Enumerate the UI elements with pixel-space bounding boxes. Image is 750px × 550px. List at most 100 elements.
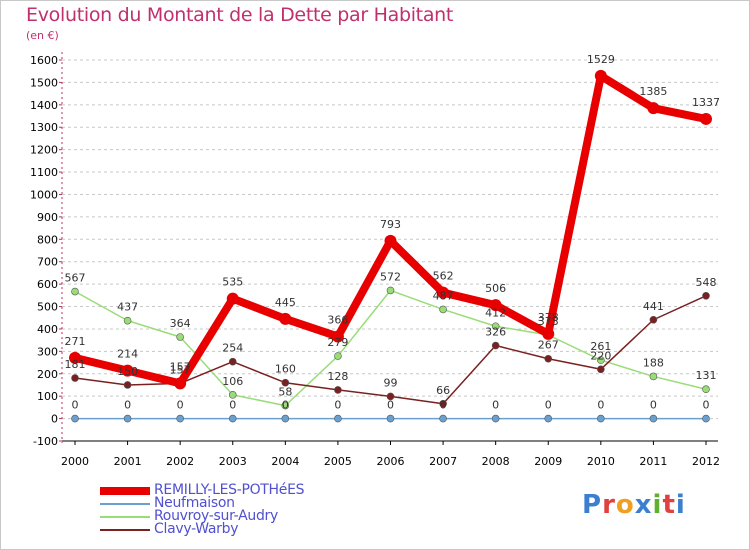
x-tick-label: 2000 — [61, 455, 89, 468]
y-tick-label: 1300 — [30, 121, 58, 134]
data-point — [597, 365, 605, 374]
legend-swatch — [100, 529, 150, 531]
data-point — [281, 378, 290, 387]
data-label: 548 — [696, 276, 717, 289]
data-point — [702, 291, 710, 300]
data-point — [123, 316, 132, 325]
data-point — [700, 112, 712, 125]
data-point — [334, 386, 342, 394]
y-tick-label: 1400 — [30, 99, 58, 112]
data-label: 131 — [696, 369, 717, 382]
data-label: 254 — [222, 342, 243, 355]
data-label: 366 — [327, 314, 348, 327]
y-tick-label: -100 — [33, 435, 58, 448]
data-label: 441 — [643, 300, 664, 313]
data-point — [123, 414, 132, 423]
data-point — [649, 372, 658, 381]
data-point — [702, 414, 710, 423]
data-label: 214 — [117, 348, 138, 361]
data-point — [649, 315, 658, 324]
data-label: 160 — [275, 363, 296, 376]
data-label: 267 — [538, 339, 559, 352]
axes: -100010020030040050060070080090010001100… — [30, 52, 720, 468]
data-point — [597, 356, 605, 364]
data-label: 0 — [492, 399, 499, 412]
proxiti-logo: Proxiti — [582, 490, 686, 520]
y-tick-label: 1500 — [30, 76, 58, 89]
data-label: 378 — [538, 311, 559, 324]
data-point — [71, 287, 79, 296]
data-label: 271 — [65, 335, 86, 348]
data-point — [491, 341, 500, 350]
data-point — [542, 327, 555, 340]
data-label: 1337 — [692, 96, 720, 109]
legend-swatch — [100, 487, 150, 495]
data-label: 1385 — [639, 85, 667, 98]
y-tick-label: 100 — [37, 390, 58, 403]
data-point — [69, 351, 81, 364]
data-point — [334, 352, 342, 360]
data-label: 279 — [327, 336, 348, 349]
data-label: 0 — [282, 399, 289, 412]
data-point — [439, 399, 447, 408]
x-tick-label: 2001 — [114, 455, 142, 468]
data-point — [334, 414, 342, 423]
data-point — [491, 414, 500, 423]
legend-label: Rouvroy-sur-Audry — [154, 508, 278, 524]
data-point — [174, 377, 187, 390]
data-point — [226, 292, 239, 305]
data-point — [386, 392, 395, 401]
x-tick-label: 2006 — [377, 455, 405, 468]
data-label: 535 — [222, 276, 243, 289]
data-point — [228, 391, 237, 399]
data-point — [594, 69, 607, 82]
x-tick-label: 2009 — [534, 455, 562, 468]
data-point — [437, 286, 450, 299]
data-label: 99 — [384, 376, 398, 389]
x-tick-label: 2008 — [482, 455, 510, 468]
data-point — [281, 401, 290, 410]
data-label: 0 — [703, 399, 710, 412]
data-point — [176, 333, 184, 341]
data-point — [491, 322, 500, 331]
data-label: 181 — [65, 358, 86, 371]
y-tick-label: 200 — [37, 368, 58, 381]
data-label: 793 — [380, 218, 401, 231]
chart-unit: (en €) — [26, 29, 59, 42]
y-tick-label: 600 — [37, 278, 58, 291]
data-point — [544, 414, 553, 423]
y-tick-label: 1600 — [30, 54, 58, 67]
legend-swatch — [100, 503, 150, 505]
data-label: 0 — [229, 399, 236, 412]
data-point — [123, 381, 132, 389]
data-label: 364 — [170, 317, 191, 330]
legend-label: Neufmaison — [154, 495, 235, 511]
data-label: 0 — [124, 399, 131, 412]
data-label: 220 — [590, 349, 611, 362]
data-point — [386, 414, 395, 423]
data-point — [386, 286, 395, 295]
data-label: 373 — [538, 315, 559, 328]
data-point — [279, 312, 292, 325]
x-tick-label: 2010 — [587, 455, 615, 468]
data-point — [647, 102, 660, 115]
legend-swatch — [100, 516, 150, 518]
data-label: 150 — [117, 365, 138, 378]
y-tick-label: 300 — [37, 345, 58, 358]
data-label: 567 — [65, 272, 86, 285]
legend-label: Clavy-Warby — [154, 521, 239, 537]
data-label: 66 — [436, 384, 450, 397]
data-label: 506 — [485, 282, 506, 295]
data-point — [439, 305, 447, 314]
data-label: 261 — [590, 340, 611, 353]
data-point — [544, 354, 553, 363]
y-tick-label: 1200 — [30, 144, 58, 157]
data-label: 157 — [170, 363, 191, 376]
data-label: 0 — [334, 399, 341, 412]
x-tick-label: 2012 — [692, 455, 720, 468]
data-point — [281, 414, 290, 423]
y-tick-label: 500 — [37, 301, 58, 314]
data-label: 326 — [485, 326, 506, 339]
data-label: 0 — [597, 399, 604, 412]
